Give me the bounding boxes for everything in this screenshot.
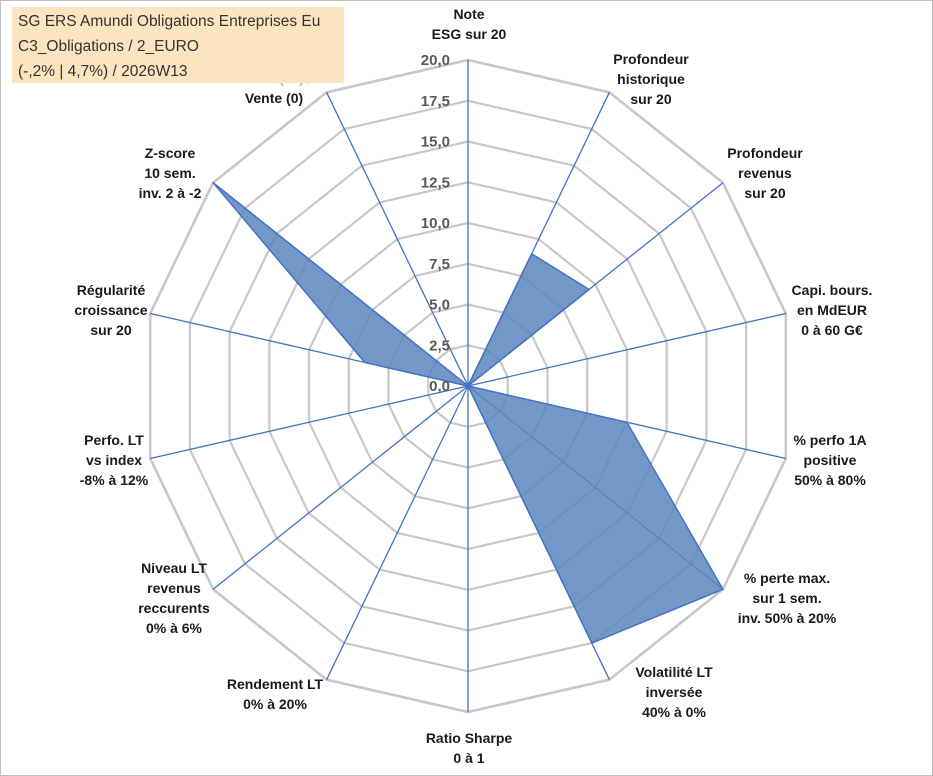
axis-label-6-line-2: 40% à 0% (642, 704, 706, 720)
axis-label-6-line-0: Volatilité LT (635, 664, 713, 680)
tick-label-3: 7,5 (429, 256, 450, 273)
axis-label-9-line-3: 0% à 6% (146, 620, 203, 636)
axis-label-4-line-0: % perfo 1A (793, 432, 866, 448)
axis-label-2-line-2: sur 20 (744, 185, 785, 201)
axis-spoke-13 (326, 92, 469, 387)
tick-label-6: 15,0 (421, 134, 450, 151)
axis-label-12-line-0: Z-score (145, 145, 196, 161)
axis-label-5-line-1: sur 1 sem. (752, 590, 821, 606)
axis-label-9-line-1: revenus (147, 580, 201, 596)
tick-label-8: 20,0 (421, 52, 450, 69)
radial-tick-labels: 0,0 2,5 5,0 7,5 10,0 12,5 15,0 17,5 20,0 (421, 52, 450, 395)
axis-label-7-line-0: Ratio Sharpe (426, 730, 513, 746)
axis-labels: Note ESG sur 20 Profondeur historique sur 20… (74, 6, 872, 766)
axis-label-13-line-2: Vente (0) (245, 90, 303, 106)
axis-label-1-line-2: sur 20 (630, 91, 671, 107)
title-line-1: SG ERS Amundi Obligations Entreprises Eu (18, 13, 321, 30)
axis-label-11-line-2: sur 20 (90, 322, 131, 338)
title-line-3: (-,2% | 4,7%) / 2026W13 (18, 63, 188, 80)
axis-label-0-line-0: Note (453, 6, 484, 22)
tick-label-4: 10,0 (421, 215, 450, 232)
title-line-2: C3_Obligations / 2_EURO (18, 38, 199, 55)
axis-spoke-9 (212, 385, 469, 590)
axis-label-2-line-0: Profondeur (727, 145, 803, 161)
axis-label-10-line-2: -8% à 12% (80, 472, 149, 488)
axis-label-3-line-0: Capi. bours. (792, 282, 873, 298)
axis-label-12-line-1: 10 sem. (144, 165, 195, 181)
axis-label-8-line-1: 0% à 20% (243, 696, 307, 712)
axis-label-12-line-2: inv. 2 à -2 (139, 185, 202, 201)
axis-label-6-line-1: inversée (646, 684, 703, 700)
axis-label-5-line-2: inv. 50% à 20% (738, 610, 837, 626)
tick-label-0: 0,0 (429, 378, 450, 395)
tick-label-7: 17,5 (421, 93, 450, 110)
axis-label-9-line-0: Niveau LT (141, 560, 207, 576)
axis-label-1-line-1: historique (617, 71, 685, 87)
tick-label-1: 2,5 (429, 337, 450, 354)
axis-label-4-line-1: positive (804, 452, 857, 468)
axis-label-1-line-0: Profondeur (613, 51, 689, 67)
axis-label-8-line-0: Rendement LT (227, 676, 324, 692)
axis-label-7-line-1: 0 à 1 (453, 750, 484, 766)
axis-label-10-line-1: vs index (86, 452, 142, 468)
tick-label-2: 5,0 (429, 297, 450, 314)
axis-label-10-line-0: Perfo. LT (84, 432, 144, 448)
tick-label-5: 12,5 (421, 174, 450, 191)
axis-label-5-line-0: % perte max. (744, 570, 830, 586)
axis-spoke-3 (467, 312, 786, 387)
chart-title-box: SG ERS Amundi Obligations Entreprises Eu… (12, 7, 344, 83)
axis-spoke-10 (150, 385, 469, 460)
axis-label-11-line-1: croissance (74, 302, 147, 318)
axis-label-2-line-1: revenus (738, 165, 792, 181)
axis-label-4-line-2: 50% à 80% (794, 472, 866, 488)
axis-label-9-line-2: reccurents (138, 600, 210, 616)
axis-label-3-line-2: 0 à 60 G€ (801, 322, 863, 338)
axis-label-11-line-0: Régularité (77, 282, 146, 298)
series-layer (212, 181, 724, 644)
axis-label-0-line-1: ESG sur 20 (432, 26, 507, 42)
axis-label-3-line-1: en MdEUR (797, 302, 867, 318)
axis-spoke-8 (326, 385, 469, 680)
